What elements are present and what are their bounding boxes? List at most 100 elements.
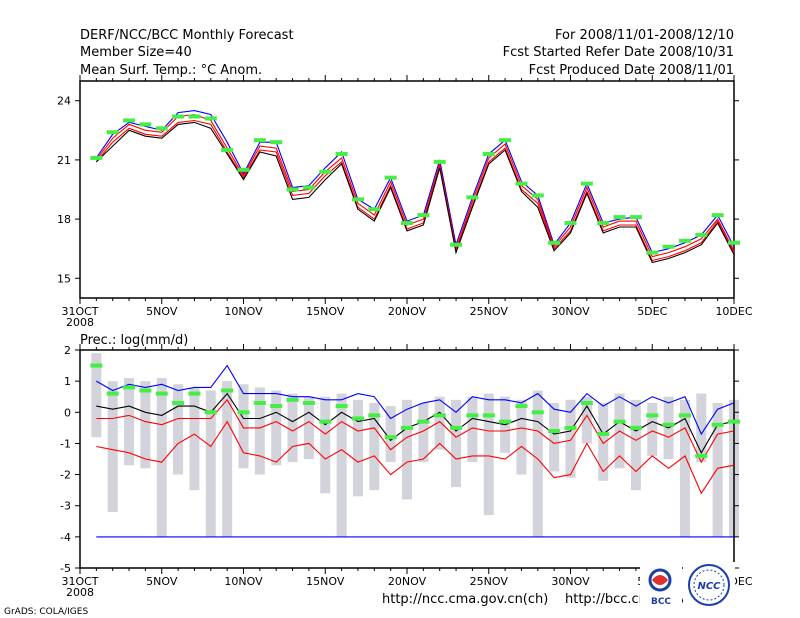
observed-marker <box>253 138 266 143</box>
spread-box <box>189 387 200 491</box>
observed-marker <box>695 232 708 237</box>
spread-box <box>630 399 641 491</box>
spread-box <box>598 402 609 481</box>
observed-marker <box>106 391 119 396</box>
observed-marker <box>417 419 430 424</box>
observed-marker <box>711 213 724 218</box>
spread-box <box>647 402 658 456</box>
spread-box <box>418 402 429 463</box>
observed-marker <box>450 425 463 430</box>
observed-marker <box>139 122 152 127</box>
header-variable: Mean Surf. Temp.: °C Anom. <box>80 63 262 78</box>
spread-box <box>140 381 151 469</box>
x-tick-label: 10NOV <box>224 575 263 588</box>
spread-box <box>222 381 233 537</box>
x-tick-label: 20NOV <box>388 575 427 588</box>
observed-marker <box>123 118 136 123</box>
observed-marker <box>351 197 364 202</box>
x-year-label: 2008 <box>66 586 94 599</box>
observed-marker <box>172 114 185 119</box>
y-tick-label: 0 <box>64 406 71 419</box>
y-tick-label: -2 <box>60 469 71 482</box>
x-tick-label: 10NOV <box>224 305 263 318</box>
y-tick-label: 2 <box>64 344 71 357</box>
x-tick-label: 31OCT <box>61 575 98 588</box>
observed-marker <box>482 413 495 418</box>
observed-marker <box>204 410 217 415</box>
observed-marker <box>728 419 740 424</box>
observed-marker <box>90 155 103 160</box>
observed-marker <box>433 413 446 418</box>
observed-marker <box>237 167 250 172</box>
observed-marker <box>466 195 479 200</box>
observed-marker <box>221 148 234 153</box>
observed-marker <box>646 250 659 255</box>
y-tick-label: -4 <box>60 531 71 544</box>
spread-box <box>124 378 135 466</box>
spread-box <box>287 393 298 463</box>
x-tick-label: 20NOV <box>388 305 427 318</box>
header-period: For 2008/11/01-2008/12/10 <box>555 28 734 43</box>
series-line-lower <box>95 121 735 264</box>
series-line-upper <box>95 110 735 254</box>
y-tick-label: 18 <box>57 213 71 226</box>
observed-marker <box>351 416 364 421</box>
observed-marker <box>368 413 381 418</box>
spread-box <box>320 396 331 494</box>
spread-box <box>696 393 707 463</box>
x-tick-label: 10DEC <box>715 305 752 318</box>
observed-marker <box>302 185 315 190</box>
observed-marker <box>368 207 381 212</box>
y-tick-label: -1 <box>60 437 71 450</box>
observed-marker <box>450 242 463 247</box>
observed-marker <box>515 404 528 409</box>
observed-marker <box>728 240 740 245</box>
observed-marker <box>123 385 136 390</box>
spread-box <box>402 399 412 500</box>
observed-marker <box>237 410 250 415</box>
observed-marker <box>253 400 266 405</box>
spread-box <box>516 399 527 475</box>
observed-marker <box>531 410 544 415</box>
x-tick-label: 30NOV <box>551 305 590 318</box>
observed-marker <box>597 221 610 226</box>
series-line-mid-low <box>96 398 735 464</box>
spread-box <box>107 381 118 512</box>
observed-marker <box>401 221 413 226</box>
observed-marker <box>433 159 446 164</box>
observed-marker <box>499 138 512 143</box>
observed-marker <box>564 221 577 226</box>
y-tick-label: -5 <box>60 562 71 575</box>
observed-marker <box>384 435 397 440</box>
spread-box <box>385 406 396 463</box>
footer-url-ncc[interactable]: http://ncc.cma.gov.cn(ch) <box>382 592 548 607</box>
spread-box <box>91 353 102 438</box>
y-tick-label: 21 <box>57 154 71 167</box>
spread-box <box>352 399 363 497</box>
x-tick-label: 25NOV <box>470 305 509 318</box>
bcc-logo: BCC <box>640 562 682 608</box>
observed-marker <box>172 400 185 405</box>
spread-box <box>336 393 347 537</box>
header-title: DERF/NCC/BCC Monthly Forecast <box>80 28 294 43</box>
spread-box <box>549 402 560 472</box>
spread-box <box>173 384 184 475</box>
observed-marker <box>499 419 512 424</box>
precip-title: Prec.: log(mm/d) <box>80 333 188 348</box>
spread-box <box>451 399 462 488</box>
observed-marker <box>548 240 561 245</box>
x-tick-label: 30NOV <box>551 575 590 588</box>
footer-grads: GrADS: COLA/IGES <box>4 607 88 617</box>
observed-marker <box>90 363 103 368</box>
spread-box <box>467 396 478 463</box>
series-line-mid-upper <box>95 113 735 258</box>
observed-marker <box>335 404 348 409</box>
series-line-mid <box>96 392 735 454</box>
observed-marker <box>401 425 413 430</box>
observed-marker <box>695 453 708 458</box>
spread-box <box>532 390 543 537</box>
bcc-logo-text: BCC <box>651 597 671 607</box>
observed-marker <box>662 422 675 427</box>
observed-marker <box>106 130 119 135</box>
observed-marker <box>384 175 397 180</box>
